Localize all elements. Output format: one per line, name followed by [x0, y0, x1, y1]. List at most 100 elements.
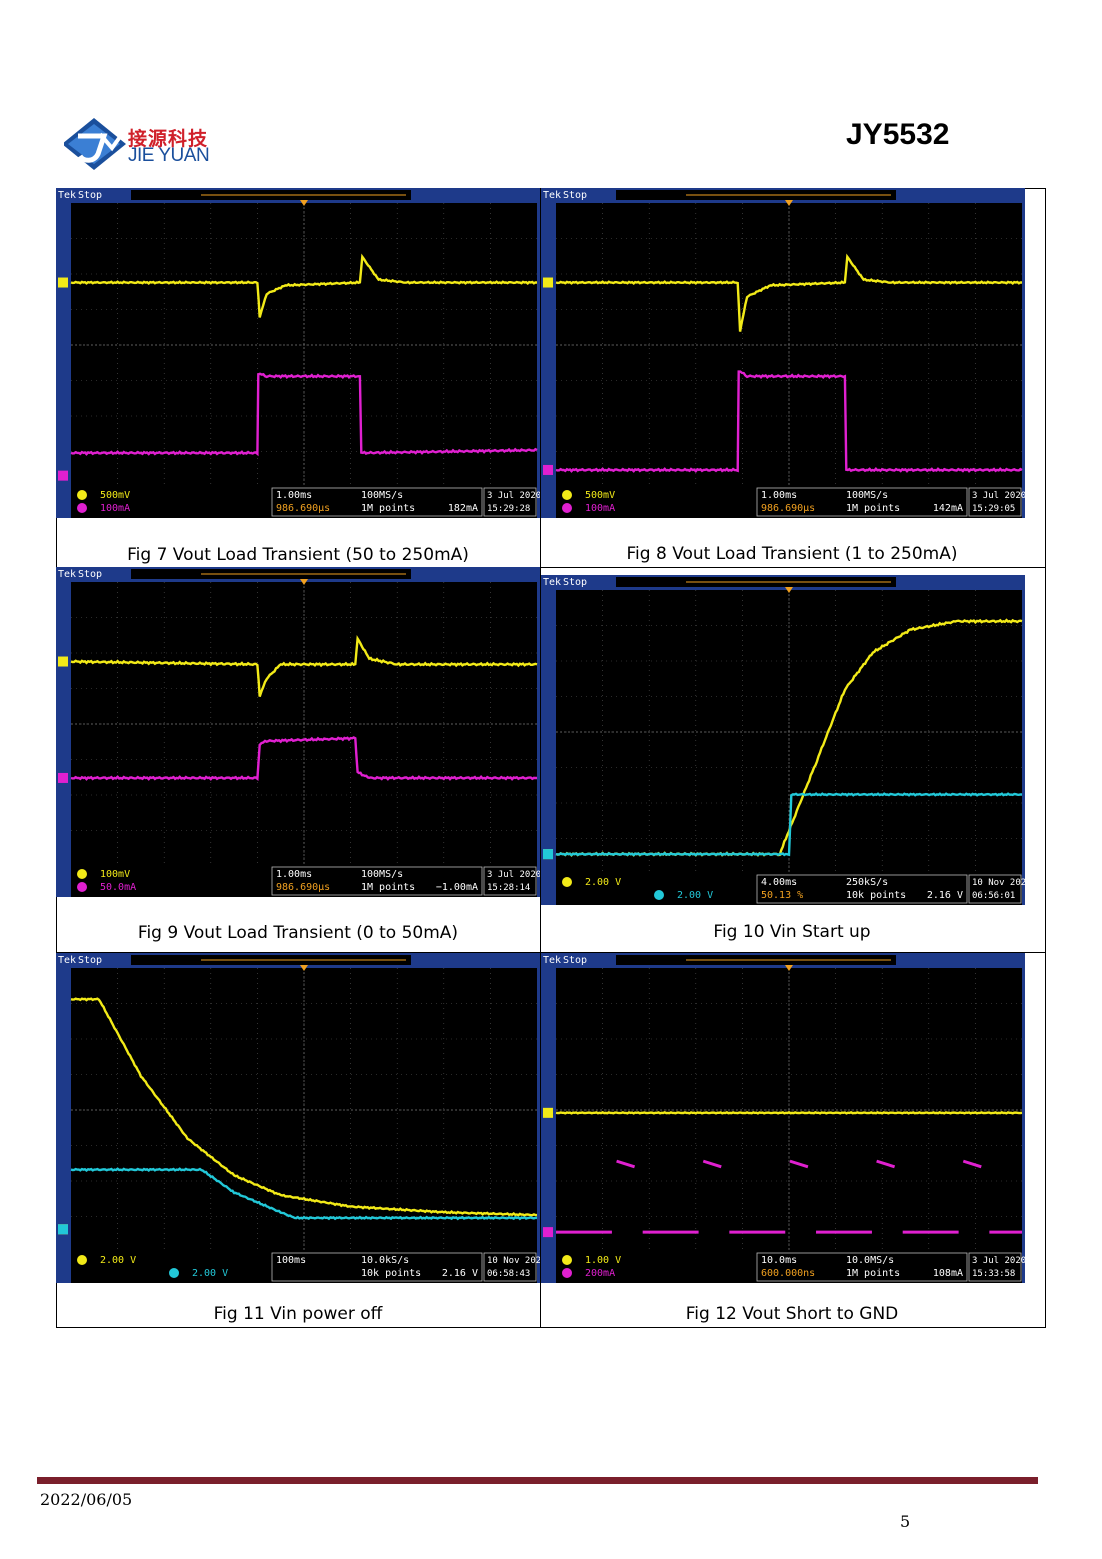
readout-panel [71, 487, 537, 518]
scope-fig10: Tek Stop 2.00 V 2.00 V 4.00ms 250kS/s 10k poin… [541, 575, 1025, 905]
caption-fig10: Fig 10 Vin Start up [713, 922, 871, 942]
capture-time: 15:29:05 [972, 504, 1015, 514]
trace-ch1 [70, 997, 538, 1217]
scope-brand: Tek [543, 577, 561, 588]
capture-date: 3 Jul 2020 [487, 491, 540, 501]
page-number: 5 [900, 1512, 911, 1531]
record-length: 1M points [846, 503, 900, 514]
table-divider-row2 [56, 952, 1046, 953]
capture-date: 10 Nov 2021 [972, 878, 1025, 888]
scope-state: Stop [563, 955, 587, 966]
ch-b-scale: 50.0mA [100, 882, 136, 893]
trigger-position: 986.690µs [276, 503, 330, 514]
scope-fig8: Tek Stop 500mV 100mA 1.00ms 100MS/s 1M points 9… [541, 188, 1025, 518]
readout-panel [556, 1252, 1022, 1283]
ch-a-scale: 2.00 V [585, 877, 621, 888]
trigger-level: 2.16 V [927, 890, 963, 901]
caption-fig11: Fig 11 Vin power off [213, 1304, 383, 1324]
ch-a-scale: 500mV [100, 490, 130, 501]
part-number: JY5532 [846, 118, 950, 151]
trace-ch2 [555, 792, 1022, 857]
trace-ch2 [70, 736, 537, 781]
record-length: 10k points [361, 1268, 421, 1279]
company-name-cn: 接源科技 [128, 128, 209, 150]
ch-b-scale: 100mA [100, 503, 130, 514]
footer-rule [37, 1477, 1038, 1484]
caption-fig9: Fig 9 Vout Load Transient (0 to 50mA) [137, 923, 459, 943]
ch-a-scale: 1.00 V [585, 1255, 621, 1266]
ch2-marker [58, 1224, 68, 1235]
ch2-marker [543, 849, 553, 860]
capture-date: 10 Nov 2021 [487, 1256, 540, 1266]
sample-rate: 250kS/s [846, 877, 888, 888]
sample-rate: 10.0kS/s [361, 1255, 409, 1266]
capture-time: 06:58:43 [487, 1269, 530, 1279]
timebase: 4.00ms [761, 877, 797, 888]
scope-fig7: Tek Stop 500mV 100mA 1.00ms 100MS/s 1M points 9… [56, 188, 540, 518]
trace-ch1 [555, 253, 1022, 332]
scope-brand: Tek [543, 955, 561, 966]
ch1-marker [543, 1107, 553, 1118]
scope-state: Stop [563, 577, 587, 588]
ch-b-scale: 200mA [585, 1268, 615, 1279]
trigger-level: 108mA [933, 1268, 963, 1279]
company-logo [62, 114, 224, 174]
ch2-marker [58, 772, 68, 783]
trigger-level: 182mA [448, 503, 478, 514]
sample-rate: 100MS/s [846, 490, 888, 501]
capture-time: 15:33:58 [972, 1269, 1015, 1279]
company-name-en: JIE YUAN [128, 145, 210, 166]
capture-date: 3 Jul 2020 [972, 491, 1025, 501]
caption-fig12: Fig 12 Vout Short to GND [685, 1304, 899, 1324]
scope-state: Stop [563, 190, 587, 201]
timebase: 1.00ms [761, 490, 797, 501]
record-length: 1M points [361, 882, 415, 893]
trigger-position: 50.13 % [761, 890, 803, 901]
trigger-level: 2.16 V [442, 1268, 478, 1279]
ch1-marker [58, 656, 68, 667]
scope-fig9: Tek Stop 100mV 50.0mA 1.00ms 100MS/s 1M points… [56, 567, 540, 897]
ch1-marker [58, 277, 68, 288]
readout-panel [556, 487, 1022, 518]
timebase: 100ms [276, 1255, 306, 1266]
caption-fig7: Fig 7 Vout Load Transient (50 to 250mA) [127, 545, 469, 565]
ch-b-scale: 2.00 V [192, 1268, 228, 1279]
trace-ch2 [70, 372, 538, 457]
trigger-position: 986.690µs [276, 882, 330, 893]
ch-a-scale: 2.00 V [100, 1255, 136, 1266]
readout-panel [556, 874, 1022, 905]
record-length: 10k points [846, 890, 906, 901]
trace-ch2 [555, 370, 1023, 473]
record-length: 1M points [361, 503, 415, 514]
footer-date: 2022/06/05 [40, 1490, 133, 1509]
ch-a-scale: 100mV [100, 869, 130, 880]
trigger-level: −1.00mA [436, 882, 478, 893]
scope-state: Stop [78, 569, 102, 580]
trace-ch1 [70, 253, 537, 318]
capture-time: 15:29:28 [487, 504, 530, 514]
scope-brand: Tek [58, 569, 76, 580]
sample-rate: 10.0MS/s [846, 1255, 894, 1266]
capture-date: 3 Jul 2020 [487, 870, 540, 880]
ch2-marker [58, 470, 68, 481]
trigger-position: 986.690µs [761, 503, 815, 514]
timebase: 1.00ms [276, 869, 312, 880]
trigger-marker [300, 200, 308, 206]
scope-fig11: Tek Stop 2.00 V 2.00 V 100ms 10.0kS/s 10k poin… [56, 953, 540, 1283]
scope-brand: Tek [543, 190, 561, 201]
trigger-marker [785, 587, 793, 593]
trigger-marker [300, 579, 308, 585]
trigger-marker [785, 965, 793, 971]
timebase: 10.0ms [761, 1255, 797, 1266]
readout-panel [71, 1252, 537, 1283]
table-divider-row1 [56, 567, 1046, 568]
sample-rate: 100MS/s [361, 490, 403, 501]
trigger-marker [300, 965, 308, 971]
trace-ch2 [70, 1167, 538, 1221]
scope-brand: Tek [58, 955, 76, 966]
ch2-marker [543, 1227, 553, 1238]
trace-ch3 [556, 1159, 1022, 1234]
ch-b-scale: 100mA [585, 503, 615, 514]
ch-a-scale: 500mV [585, 490, 615, 501]
caption-fig8: Fig 8 Vout Load Transient (1 to 250mA) [626, 544, 958, 564]
